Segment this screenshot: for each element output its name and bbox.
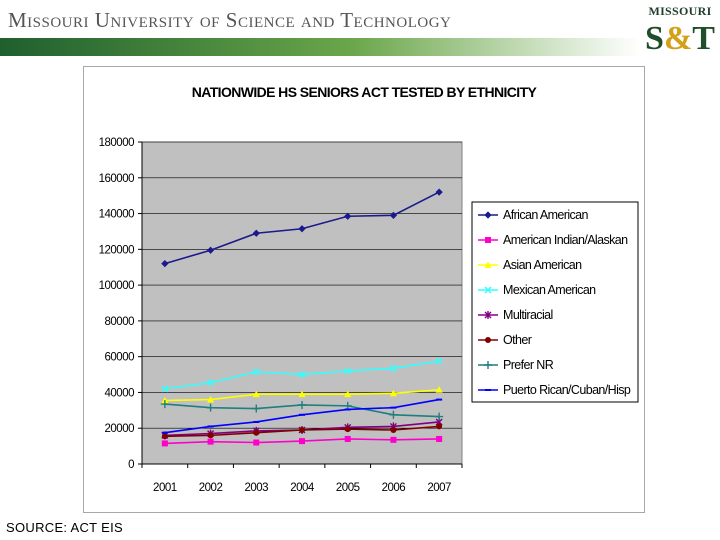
data-point [435,386,443,393]
data-point [161,433,168,440]
y-tick-label: 100000 [99,280,134,292]
legend-label: Multiracial [503,308,553,322]
data-point [206,246,215,254]
data-point [161,440,168,447]
y-tick-label: 0 [128,459,134,471]
data-point [206,403,215,412]
y-tick-label: 80000 [105,316,135,328]
legend-swatch-marker [485,337,491,343]
data-point [207,379,215,387]
data-point [298,400,306,409]
data-point [207,438,214,445]
x-tick-label: 2005 [336,482,360,494]
y-tick-label: 160000 [99,173,134,185]
data-point [389,211,398,219]
data-point [298,225,306,233]
data-point [344,212,352,220]
x-tick-label: 2007 [427,482,451,494]
data-point [435,188,443,196]
data-point [435,412,444,421]
data-point [206,396,215,403]
y-tick-label: 180000 [99,137,134,149]
source-note: SOURCE: ACT EIS [6,520,123,535]
legend-label: Puerto Rican/Cuban/Hisp [503,383,631,397]
legend-swatch-marker [484,361,492,369]
y-tick-label: 40000 [105,387,135,399]
data-point [252,390,260,398]
legend-swatch-marker [485,237,491,243]
data-point [389,364,397,372]
data-point [252,404,261,413]
x-tick-label: 2002 [199,482,223,494]
data-point [389,389,398,397]
legend-label: African American [503,208,589,222]
data-point [253,439,260,446]
legend-label: Mexican American [503,283,596,297]
data-point [390,436,397,443]
data-point [344,367,352,375]
legend-label: Prefer NR [503,358,554,372]
data-point [207,432,214,439]
y-tick-label: 20000 [105,423,135,435]
data-point [161,385,169,393]
data-point [344,390,352,398]
chart-title: NATIONWIDE HS SENIORS ACT TESTED BY ETHN… [192,84,538,100]
data-point [390,427,397,434]
page-title: Missouri University of Science and Techn… [8,8,452,32]
data-point [252,368,260,376]
x-tick-label: 2003 [244,482,268,494]
data-point [299,438,305,445]
y-tick-label: 140000 [99,209,134,221]
legend-label: Other [503,333,532,347]
line-chart: NATIONWIDE HS SENIORS ACT TESTED BY ETHN… [99,84,639,494]
chart-frame: NATIONWIDE HS SENIORS ACT TESTED BY ETHN… [83,66,645,513]
header-bar [0,38,640,56]
data-point [436,423,443,430]
data-point [298,371,306,379]
legend [471,201,639,403]
logo-main-text: S&T [645,20,715,57]
x-tick-label: 2004 [290,482,315,494]
legend-swatch-marker [484,286,492,294]
legend-swatch-marker [484,211,492,219]
data-point [298,390,306,398]
legend-swatch-marker [484,261,492,268]
y-tick-label: 120000 [99,244,134,256]
data-point [389,410,398,419]
university-logo: MISSOURI S&T [644,4,716,62]
plot-area [141,141,463,465]
legend-label: American Indian/Alaskan [503,233,628,247]
x-tick-label: 2006 [382,482,406,494]
legend-swatch-marker [484,311,492,319]
data-point [299,427,305,434]
legend-label: Asian American [503,258,582,272]
logo-top-text: MISSOURI [648,4,712,18]
data-point [344,426,351,433]
data-point [435,357,443,365]
data-point [436,435,443,442]
data-point [160,400,169,409]
data-point [344,435,351,442]
data-point [253,429,260,436]
x-tick-label: 2001 [153,482,177,494]
y-tick-label: 60000 [105,352,135,364]
